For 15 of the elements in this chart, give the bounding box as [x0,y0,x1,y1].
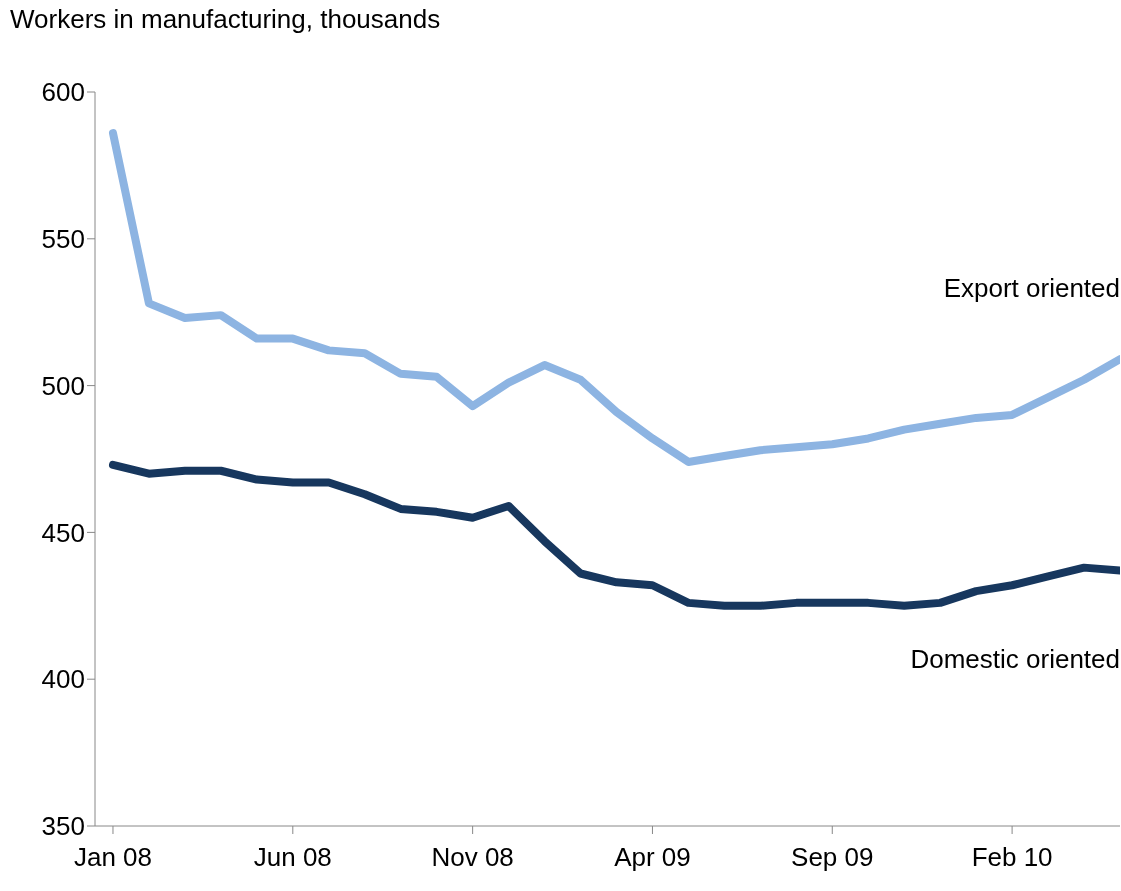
y-tick-label: 550 [41,224,85,255]
y-tick-label: 450 [41,517,85,548]
y-axis-title: Workers in manufacturing, thousands [10,4,441,35]
y-tick-label: 400 [41,664,85,695]
text: Export oriented [943,273,1120,304]
y-tick-label: 600 [41,77,85,108]
x-tick-label: Apr 09 [614,842,691,873]
y-tick-label: 500 [41,370,85,401]
x-tick-label: Feb 10 [971,842,1053,873]
x-tick-label: Sep 09 [791,842,874,873]
y-tick-label: 350 [41,811,85,842]
x-tick-label: Jun 08 [253,842,332,873]
x-tick-label: Nov 08 [431,842,514,873]
x-tick-label: Jan 08 [73,842,153,873]
series-label: Domestic oriented [910,643,1120,674]
